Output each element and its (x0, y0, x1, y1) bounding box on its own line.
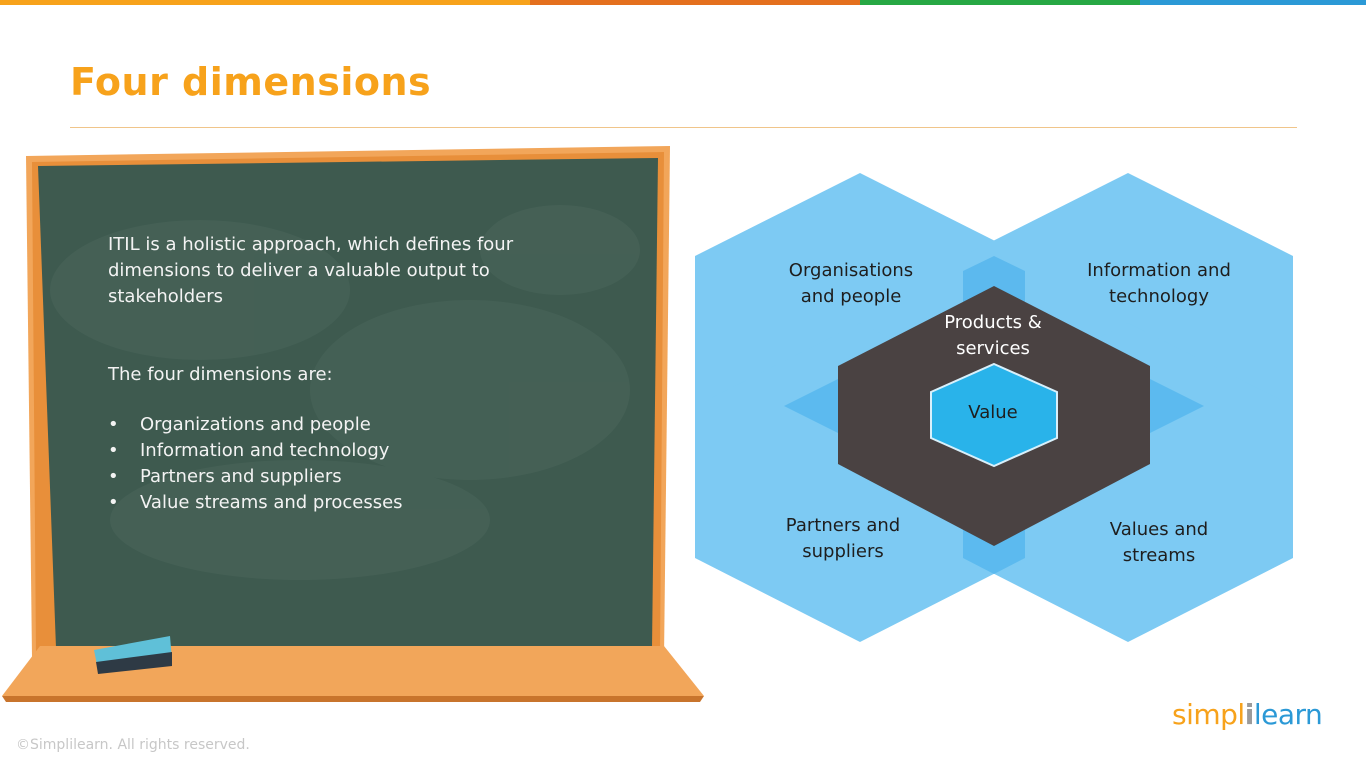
eraser (94, 636, 172, 674)
list-item-label: Organizations and people (140, 414, 371, 435)
bullet-icon: • (108, 492, 119, 513)
list-item-label: Partners and suppliers (140, 466, 342, 487)
top-bar-orange (0, 0, 530, 5)
dimensions-list: • Organizations and people • Information a… (108, 412, 608, 516)
label-line: technology (1109, 286, 1209, 307)
simplilearn-logo: simplilearn (1172, 698, 1323, 731)
label-line: Partners and (785, 515, 901, 536)
list-item: • Value streams and processes (108, 490, 608, 516)
slide-title: Four dimensions (70, 60, 432, 104)
intro-text: ITIL is a holistic approach, which defin… (108, 234, 514, 307)
label-line: Organisations (788, 260, 914, 281)
logo-part1: simpl (1172, 698, 1245, 731)
label-line: Values and (1109, 519, 1209, 540)
label-values-streams: Values and streams (1059, 517, 1259, 569)
list-item: • Partners and suppliers (108, 464, 608, 490)
logo-part2: learn (1253, 698, 1323, 731)
list-item-label: Information and technology (140, 440, 390, 461)
label-line: Products & (944, 312, 1042, 333)
label-line: services (956, 338, 1030, 359)
label-line: streams (1122, 545, 1196, 566)
label-products-services: Products & services (913, 310, 1073, 362)
board-tray (2, 646, 704, 696)
list-item: • Information and technology (108, 438, 608, 464)
label-organisations-people: Organisations and people (751, 258, 951, 310)
top-bar-dark-orange (530, 0, 860, 5)
logo-separator: i (1244, 698, 1255, 731)
board-tray-shadow (2, 696, 704, 702)
dimensions-lead: The four dimensions are: (108, 364, 333, 385)
bullet-icon: • (108, 440, 119, 461)
title-divider (70, 127, 1297, 128)
top-color-bar (0, 0, 1366, 5)
label-line: and people (800, 286, 902, 307)
copyright-notice: ©Simplilearn. All rights reserved. (16, 737, 250, 753)
chalk-smudges (50, 205, 640, 580)
four-dimensions-diagram: Organisations and people Information and… (690, 168, 1300, 648)
top-bar-blue (1140, 0, 1366, 5)
bullet-icon: • (108, 414, 119, 435)
bullet-icon: • (108, 466, 119, 487)
hex-value (930, 362, 1058, 468)
label-value: Value (968, 402, 1018, 423)
list-item-label: Value streams and processes (140, 492, 403, 513)
chalkboard-illustration (2, 146, 704, 702)
top-bar-green (860, 0, 1140, 5)
list-item: • Organizations and people (108, 412, 608, 438)
board-text: ITIL is a holistic approach, which defin… (108, 232, 608, 516)
label-line: Information and (1087, 260, 1231, 281)
label-information-technology: Information and technology (1059, 258, 1259, 310)
label-line: suppliers (802, 541, 884, 562)
label-partners-suppliers: Partners and suppliers (743, 513, 943, 565)
